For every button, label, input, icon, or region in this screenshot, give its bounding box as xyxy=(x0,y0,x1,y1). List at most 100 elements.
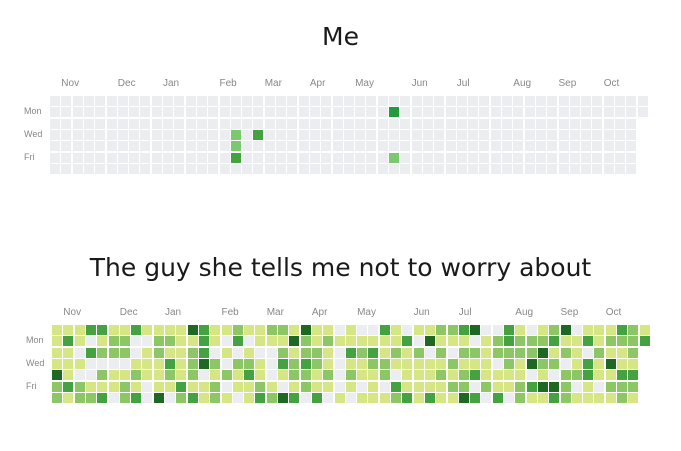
contribution-cell xyxy=(153,347,164,358)
title-me: Me xyxy=(322,22,359,51)
contribution-cell xyxy=(456,107,467,118)
day-label-fri: Fri xyxy=(26,380,37,391)
contribution-cell xyxy=(547,163,558,174)
contribution-cell xyxy=(637,96,648,106)
contribution-cell xyxy=(468,141,479,152)
contribution-cell xyxy=(83,96,94,106)
month-label-oct: Oct xyxy=(603,78,620,89)
contribution-cell xyxy=(151,129,162,140)
contribution-cell xyxy=(210,358,221,369)
contribution-cell xyxy=(628,336,639,347)
contribution-cell xyxy=(187,392,198,403)
month-label-jul: Jul xyxy=(458,307,472,318)
contribution-cell xyxy=(187,347,198,358)
contribution-cell xyxy=(400,129,411,140)
contribution-cell xyxy=(50,163,60,174)
contribution-cell xyxy=(504,347,514,358)
contribution-cell xyxy=(447,347,458,358)
contribution-cell xyxy=(153,325,164,335)
contribution-cell xyxy=(242,107,253,118)
contribution-cell xyxy=(106,141,117,152)
contribution-cell xyxy=(422,96,433,106)
contribution-cell xyxy=(153,381,164,392)
contribution-cell xyxy=(185,141,196,152)
contribution-cell xyxy=(74,358,85,369)
contribution-cell xyxy=(592,152,603,163)
contribution-cell xyxy=(83,152,94,163)
contribution-cell xyxy=(117,141,128,152)
contribution-cell xyxy=(605,392,616,403)
contribution-cell xyxy=(434,107,445,118)
contribution-cell xyxy=(253,118,264,129)
contribution-cell xyxy=(424,325,435,335)
contribution-cell xyxy=(221,325,232,335)
contribution-cell xyxy=(311,336,322,347)
contribution-cell xyxy=(321,129,332,140)
contribution-cell xyxy=(287,129,298,140)
contribution-cell xyxy=(504,392,514,403)
contribution-cell xyxy=(131,358,142,369)
contribution-cell xyxy=(198,392,209,403)
contribution-cell xyxy=(626,107,637,118)
contribution-cell xyxy=(266,370,277,381)
contribution-cell xyxy=(142,392,153,403)
contribution-cell xyxy=(422,107,433,118)
contribution-cell xyxy=(208,141,219,152)
contribution-cell xyxy=(321,141,332,152)
month-label-may: May xyxy=(357,307,376,318)
contribution-cell xyxy=(537,358,548,369)
contribution-cell xyxy=(402,325,413,335)
contribution-cell xyxy=(163,129,173,140)
contribution-cell xyxy=(504,336,514,347)
contribution-cell xyxy=(492,325,503,335)
contribution-cell xyxy=(560,358,571,369)
contribution-cell xyxy=(560,392,571,403)
contribution-cell xyxy=(411,96,422,106)
contribution-cell xyxy=(524,96,535,106)
contribution-cell xyxy=(244,370,255,381)
contribution-cell xyxy=(458,358,469,369)
contribution-cell xyxy=(244,392,255,403)
contribution-cell xyxy=(185,96,196,106)
contribution-cell xyxy=(456,129,467,140)
contribution-cell xyxy=(298,152,309,163)
contribution-cell xyxy=(97,325,108,335)
day-label-mon: Mon xyxy=(24,106,42,117)
contribution-cell xyxy=(413,358,424,369)
contribution-cell xyxy=(445,163,456,174)
contribution-cell xyxy=(50,129,60,140)
contribution-cell xyxy=(185,107,196,118)
contribution-cell xyxy=(334,392,345,403)
contribution-cell xyxy=(140,129,151,140)
contribution-cell xyxy=(605,370,616,381)
contribution-cell xyxy=(445,118,456,129)
contribution-cell xyxy=(502,118,512,129)
contribution-cell xyxy=(95,129,106,140)
contribution-cell xyxy=(549,370,560,381)
contribution-cell xyxy=(615,118,625,129)
contribution-cell xyxy=(470,392,481,403)
contribution-cell xyxy=(278,336,288,347)
contribution-cell xyxy=(391,392,401,403)
contribution-cell xyxy=(594,347,605,358)
contribution-cell xyxy=(615,129,625,140)
contribution-cell xyxy=(490,118,501,129)
contribution-cell xyxy=(85,381,96,392)
contribution-cell xyxy=(626,118,637,129)
contribution-cell xyxy=(355,141,366,152)
contribution-cell xyxy=(502,141,512,152)
contribution-cell xyxy=(377,118,388,129)
contribution-cell xyxy=(74,392,85,403)
contribution-cell xyxy=(221,381,232,392)
contribution-cell xyxy=(253,152,264,163)
month-label-may: May xyxy=(355,78,374,89)
contribution-cell xyxy=(151,163,162,174)
contribution-cell xyxy=(592,107,603,118)
contribution-cell xyxy=(52,325,62,335)
contribution-cell xyxy=(153,392,164,403)
contribution-cell xyxy=(569,96,580,106)
contribution-cell xyxy=(345,336,356,347)
contribution-cell xyxy=(447,370,458,381)
contribution-cell xyxy=(129,152,140,163)
contribution-cell xyxy=(413,325,424,335)
